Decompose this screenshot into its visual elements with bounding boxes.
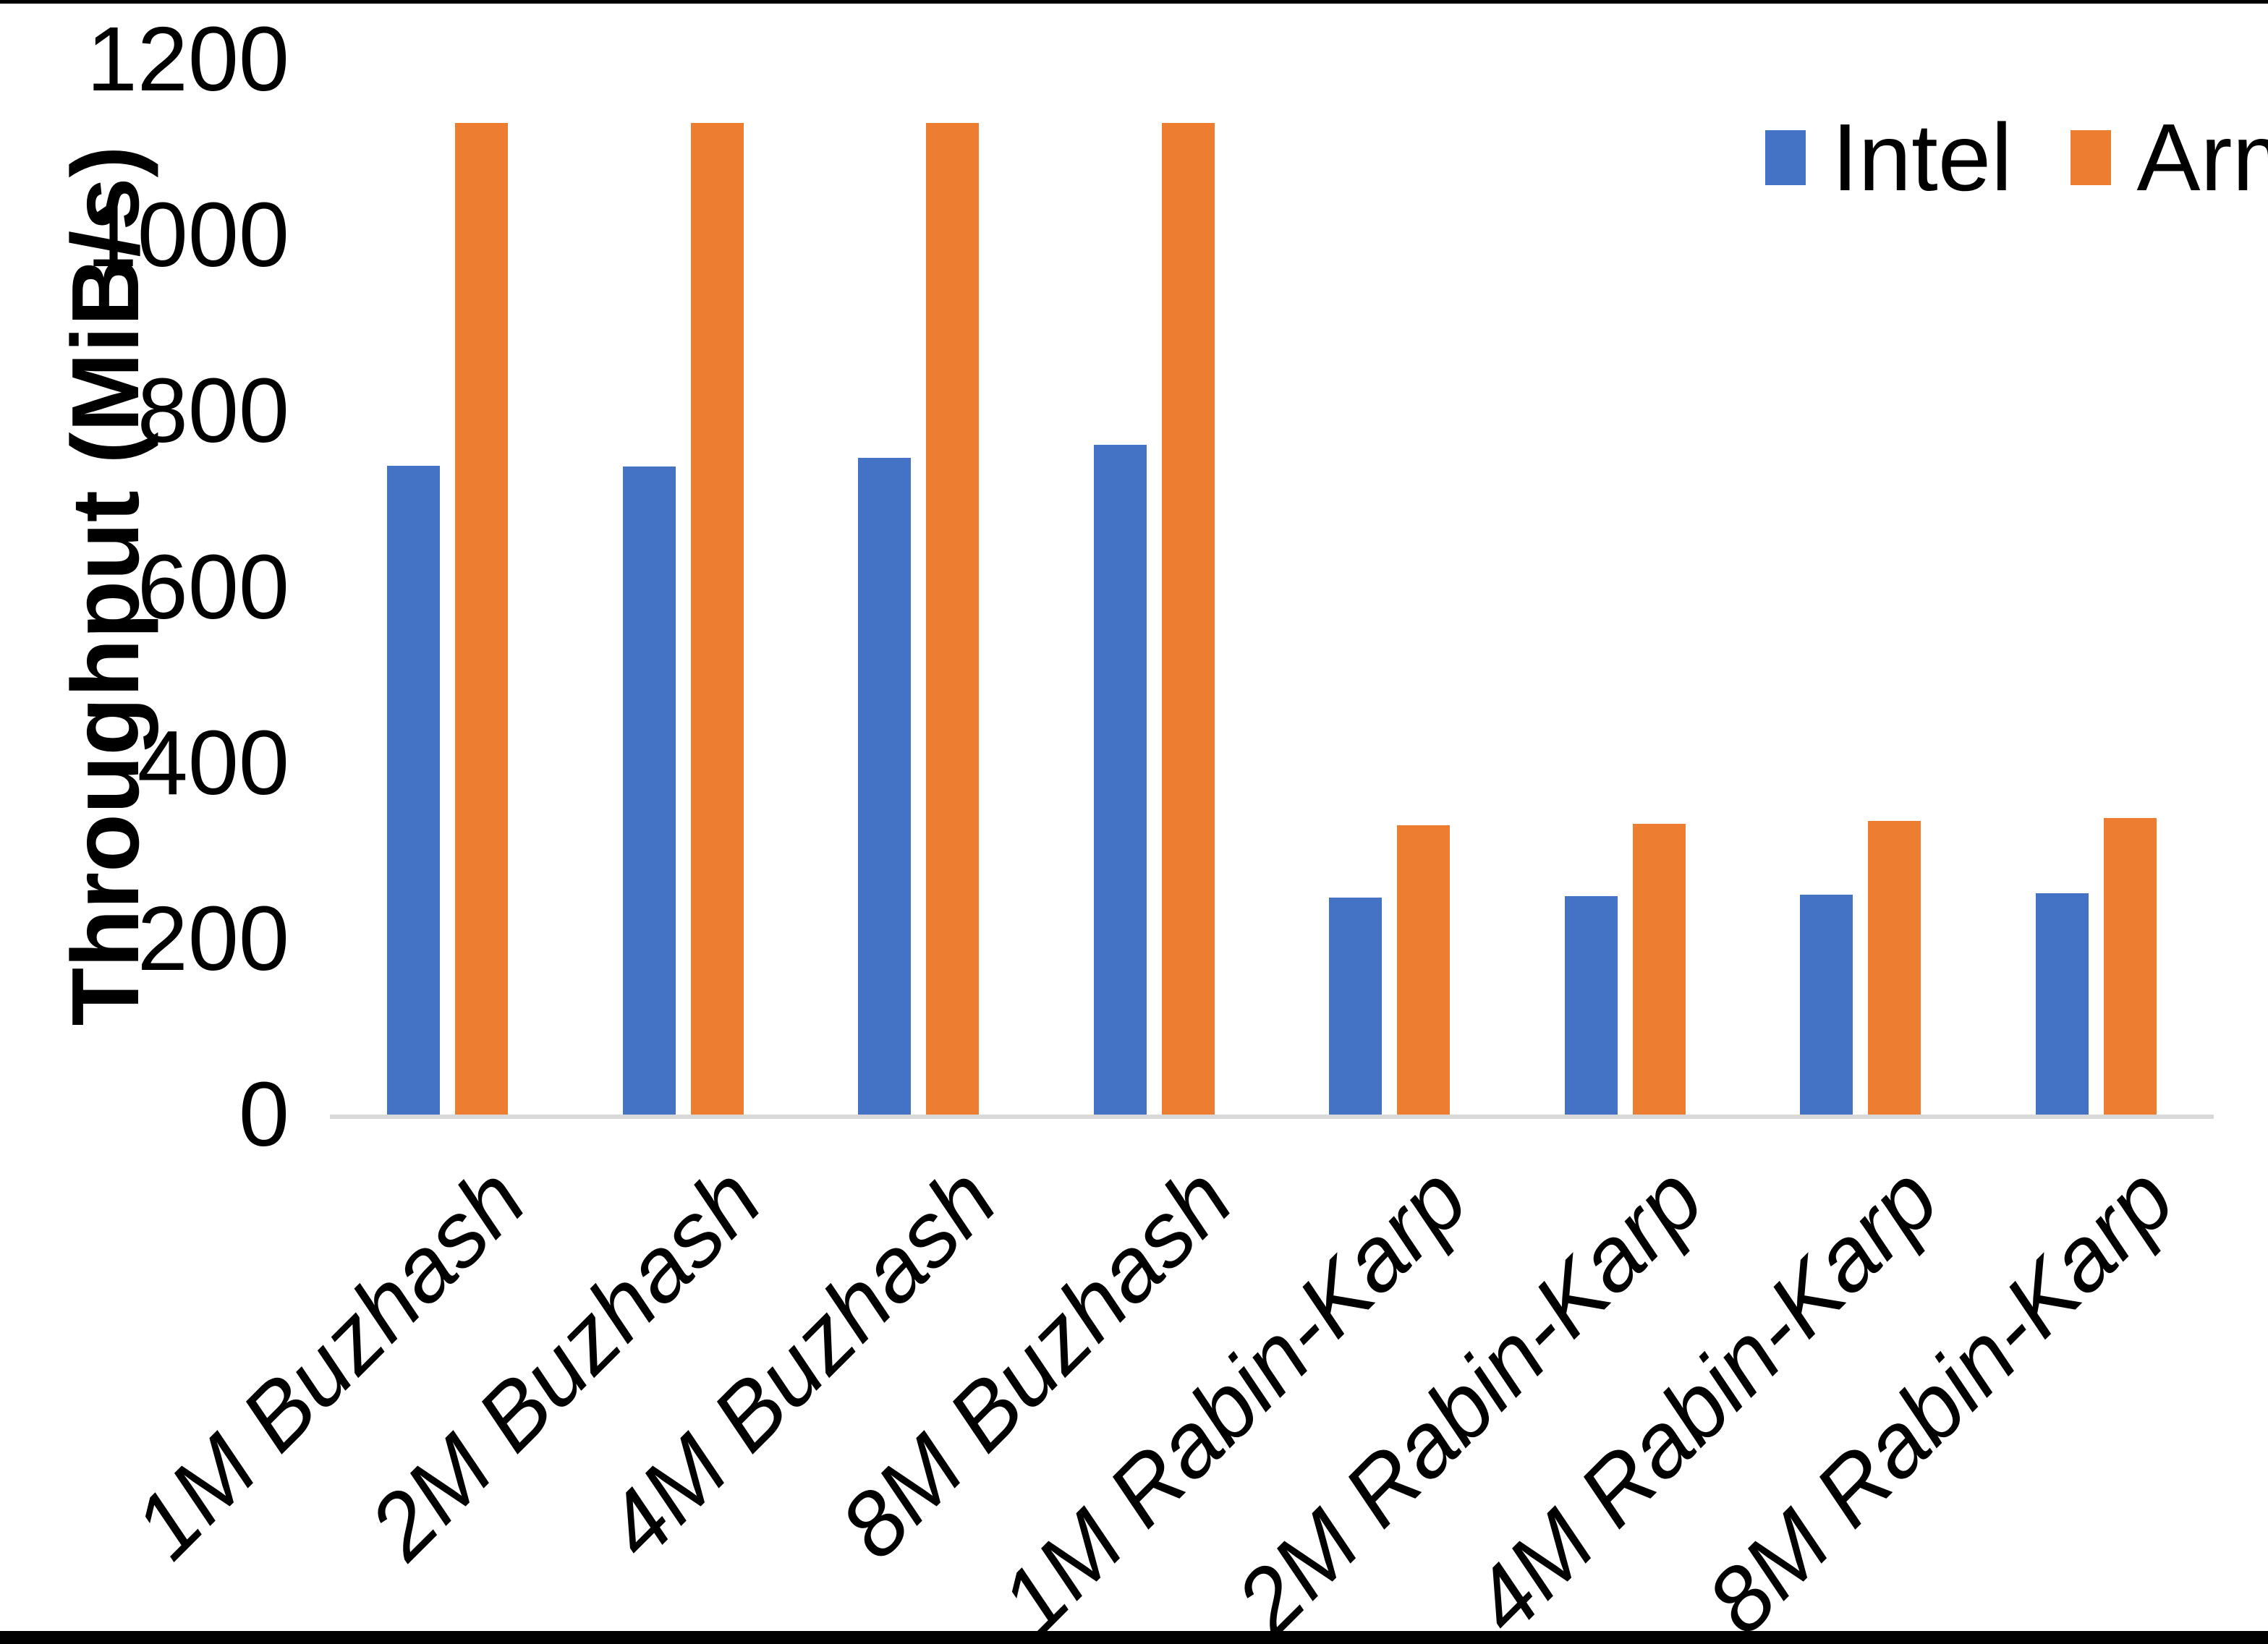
bar-group-7 [1743,59,1979,1115]
legend-item-intel: Intel [1765,103,2013,212]
intel-bar-6 [1564,896,1618,1115]
intel-bar-4 [1093,445,1147,1115]
y-axis-ticks: 0 200 400 600 800 1000 1200 [0,14,297,1160]
arm-bar-6 [1632,824,1686,1115]
y-tick-1000: 1000 [86,184,289,286]
arm-bar-5 [1397,825,1451,1115]
bar-group-4 [1037,59,1273,1115]
arm-bar-4 [1161,123,1215,1115]
plot-area [330,59,2214,1119]
arm-bar-7 [1868,821,1921,1115]
page-top-border [0,0,2268,4]
arm-swatch [2070,129,2111,185]
bar-group-6 [1508,59,1744,1115]
y-tick-400: 400 [137,711,289,814]
y-tick-1200: 1200 [86,8,289,110]
arm-bar-1 [455,123,509,1115]
intel-bar-1 [387,466,441,1115]
legend-item-arm: Arm [2070,103,2268,212]
bar-group-2 [566,59,802,1115]
y-tick-600: 600 [137,535,289,638]
arm-bar-2 [690,123,744,1115]
intel-bar-2 [622,467,676,1115]
intel-swatch [1765,129,1806,185]
intel-bar-7 [1800,895,1853,1115]
arm-bar-3 [926,123,980,1115]
page-bottom-border [0,1631,2268,1644]
bar-group-3 [801,59,1037,1115]
y-tick-200: 200 [137,887,289,989]
intel-bar-3 [858,458,912,1115]
y-tick-800: 800 [137,359,289,462]
y-tick-0: 0 [238,1063,289,1165]
arm-bar-8 [2103,818,2157,1115]
bar-group-1 [330,59,566,1115]
legend: Intel Arm [1765,103,2268,212]
legend-label-intel: Intel [1832,104,2013,210]
intel-bar-5 [1329,898,1383,1115]
legend-label-arm: Arm [2136,104,2268,210]
bar-group-8 [1979,59,2214,1115]
intel-bar-8 [2035,893,2089,1115]
bar-group-5 [1272,59,1508,1115]
